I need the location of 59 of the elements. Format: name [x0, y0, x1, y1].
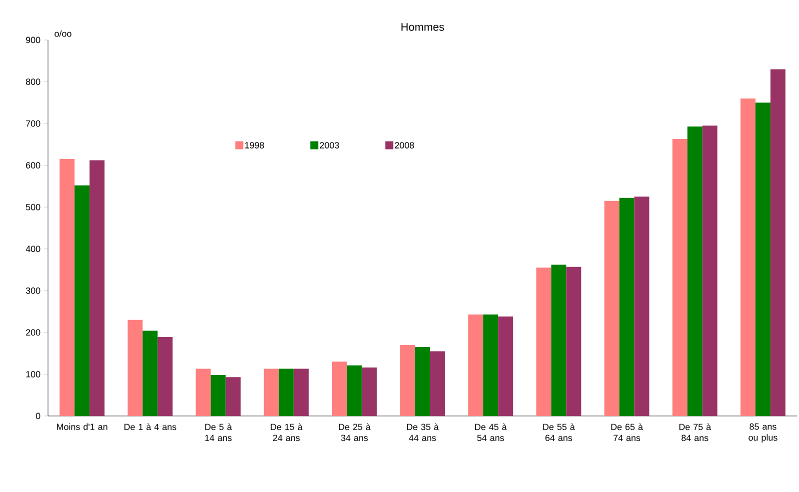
bar [604, 200, 620, 416]
bar [672, 139, 688, 416]
bar [619, 198, 634, 416]
x-tick-label: 85 ans ou plus [748, 423, 778, 443]
x-tick-label: De 55 à 64 ans [543, 423, 575, 442]
legend-label: 2003 [320, 142, 340, 148]
bar [90, 160, 105, 416]
bar [498, 316, 514, 416]
bar [362, 368, 377, 416]
bar [566, 266, 582, 416]
bar [400, 344, 416, 416]
bar [196, 368, 211, 416]
bar [536, 268, 552, 416]
bar [158, 337, 173, 416]
bar [702, 126, 718, 416]
y-tick-label: 500 [26, 204, 40, 210]
x-tick-label: De 25 à 34 ans [338, 423, 371, 442]
x-tick-label: De 5 à 14 ans [205, 423, 232, 442]
legend-label: 1998 [245, 142, 264, 148]
bar [770, 69, 786, 416]
bar [332, 362, 347, 416]
y-tick-label: 200 [26, 329, 40, 336]
x-tick-label: De 45 à 54 ans [475, 423, 507, 442]
x-tick-label: De 1 à 4 ans [124, 423, 176, 430]
x-tick-label: De 15 à 24 ans [270, 423, 303, 442]
y-tick-label: 300 [26, 287, 40, 294]
bar [294, 368, 309, 416]
bar [278, 368, 294, 416]
y-tick-label: 0 [36, 412, 40, 420]
bar [346, 365, 362, 416]
bar [264, 368, 279, 416]
bar [210, 375, 226, 416]
y-tick-label: 700 [26, 120, 40, 127]
bar [74, 185, 90, 416]
bar [468, 314, 484, 416]
bar [415, 347, 430, 416]
legend-label: 2008 [394, 142, 414, 148]
y-tick-label: 900 [26, 36, 40, 44]
y-tick-label: 400 [26, 246, 40, 252]
x-tick-label: De 65 à 74 ans [611, 423, 643, 442]
bar [142, 330, 158, 416]
bar [634, 196, 650, 416]
bar [60, 159, 75, 416]
bar [687, 126, 702, 416]
y-tick-label: 800 [26, 78, 40, 85]
bar [430, 351, 445, 416]
x-tick-label: De 35 à 44 ans [407, 423, 439, 442]
bar [483, 314, 498, 416]
bar [740, 98, 756, 416]
bar [551, 264, 566, 416]
x-tick-label: De 75 à 84 ans [679, 423, 712, 442]
y-axis-title: o/oo [54, 30, 72, 37]
x-tick-label: Moins d'1 an [57, 423, 108, 430]
y-tick-label: 600 [26, 162, 40, 168]
y-tick-label: 100 [26, 371, 40, 378]
bar [226, 377, 241, 416]
bar [755, 102, 770, 416]
bar [128, 320, 143, 416]
chart-title: Hommes [401, 23, 444, 31]
